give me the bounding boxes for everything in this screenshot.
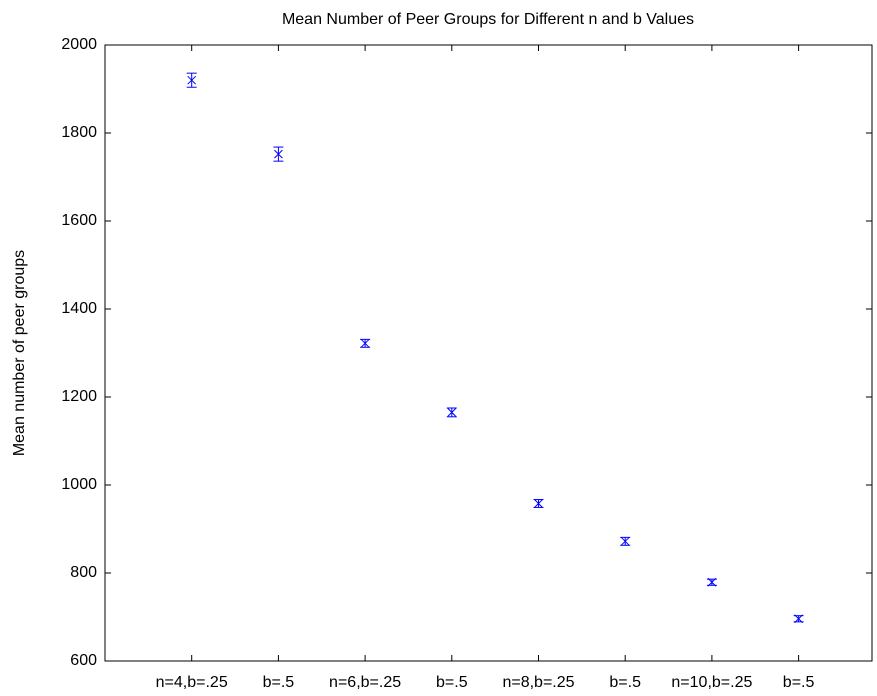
marker xyxy=(794,614,803,624)
y-tick-label: 1400 xyxy=(61,300,97,317)
x-tick-label: b=.5 xyxy=(609,674,641,691)
y-tick-label: 600 xyxy=(70,652,97,669)
marker xyxy=(707,577,717,587)
x-tick-label: n=8,b=.25 xyxy=(502,674,574,691)
marker xyxy=(447,408,457,417)
chart-title: Mean Number of Peer Groups for Different… xyxy=(282,11,694,28)
marker xyxy=(187,75,197,85)
y-tick-label: 1600 xyxy=(61,212,97,229)
y-tick-label: 1000 xyxy=(61,476,97,493)
marker xyxy=(620,536,630,546)
x-tick-label: n=6,b=.25 xyxy=(329,674,401,691)
marker xyxy=(360,338,370,348)
y-tick-label: 1800 xyxy=(61,124,97,141)
y-tick-label: 1200 xyxy=(61,388,97,405)
x-tick-label: b=.5 xyxy=(783,674,815,691)
x-tick-label: b=.5 xyxy=(263,674,295,691)
y-tick-label: 800 xyxy=(70,564,97,581)
x-tick-label: n=4,b=.25 xyxy=(156,674,228,691)
y-tick-label: 2000 xyxy=(61,36,97,53)
y-axis-label: Mean number of peer groups xyxy=(11,250,28,456)
marker xyxy=(274,149,283,159)
x-tick-label: n=10,b=.25 xyxy=(671,674,752,691)
marker xyxy=(534,499,543,508)
plot-frame xyxy=(104,44,873,662)
x-tick-label: b=.5 xyxy=(436,674,468,691)
